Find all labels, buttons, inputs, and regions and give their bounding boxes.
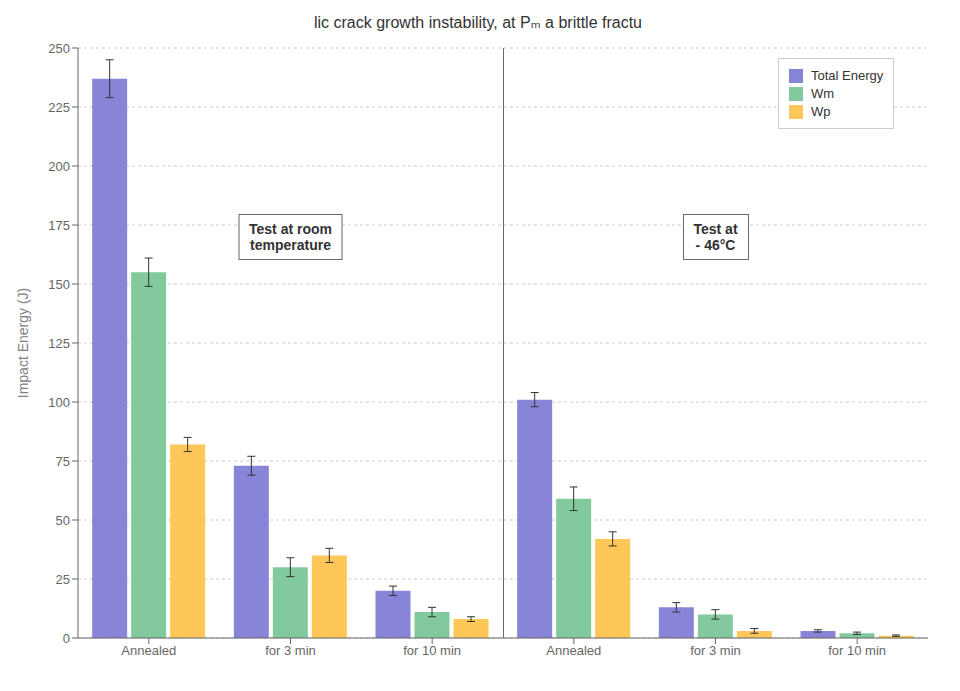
svg-text:50: 50 [56,513,70,528]
svg-text:250: 250 [48,41,70,56]
svg-text:175: 175 [48,218,70,233]
svg-text:for 3 min: for 3 min [265,643,316,658]
svg-text:25: 25 [56,572,70,587]
html-text:Test at room temperature: Test at room temperature [249,220,332,253]
svg-text:150: 150 [48,277,70,292]
svg-text:Impact Energy (J): Impact Energy (J) [15,288,31,398]
svg-text:225: 225 [48,100,70,115]
svg-text:for 10 min: for 10 min [828,643,886,658]
svg-text:Annealed: Annealed [121,643,176,658]
svg-text:for 3 min: for 3 min [690,643,741,658]
svg-text:Annealed: Annealed [546,643,601,658]
svg-text:0: 0 [63,631,70,646]
svg-text:for 10 min: for 10 min [403,643,461,658]
html-text:Wm: Wm [811,86,835,101]
html-text:Test at - 46°C: Test at - 46°C [693,220,738,253]
svg-text:100: 100 [48,395,70,410]
html-text:lic crack growth instability,: lic crack growth instability, at Pₘ a br… [314,14,642,31]
svg-text:200: 200 [48,159,70,174]
svg-text:75: 75 [56,454,70,469]
html-text:Total Energy: Total Energy [811,68,884,83]
svg-text:125: 125 [48,336,70,351]
html-text:Wp: Wp [811,104,831,119]
